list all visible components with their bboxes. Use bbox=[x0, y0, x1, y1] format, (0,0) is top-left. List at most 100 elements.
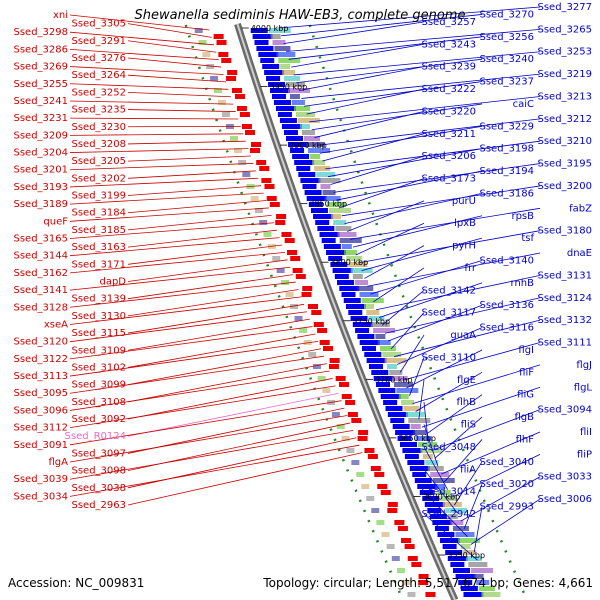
reverse-gene bbox=[352, 322, 373, 327]
forward-gene bbox=[367, 454, 378, 459]
annotation-block bbox=[242, 172, 251, 177]
forward-gene bbox=[322, 346, 333, 351]
forward-gene bbox=[425, 592, 436, 597]
left-gene-label: Ssed_3038 bbox=[71, 483, 126, 494]
reverse-gene bbox=[294, 160, 315, 165]
annotation-block bbox=[250, 196, 259, 201]
function-block bbox=[357, 286, 374, 291]
left-leader-line bbox=[127, 74, 227, 83]
forward-gene bbox=[264, 184, 275, 189]
left-gene-label: Ssed_3185 bbox=[71, 225, 126, 236]
reverse-gene bbox=[332, 268, 353, 273]
right-gene-label: Ssed_3200 bbox=[537, 181, 592, 192]
reverse-gene bbox=[407, 460, 425, 465]
function-block bbox=[415, 436, 432, 441]
annotation-block bbox=[202, 52, 211, 57]
right-gene-label: Ssed_3124 bbox=[537, 293, 592, 304]
reverse-gene bbox=[346, 304, 367, 309]
annotation-block bbox=[341, 436, 350, 441]
reverse-gene bbox=[269, 88, 290, 93]
reverse-gene bbox=[285, 136, 303, 141]
right-leader-line bbox=[314, 110, 425, 138]
reverse-gene bbox=[306, 196, 327, 201]
annotation-block bbox=[336, 424, 345, 429]
left-leader-line bbox=[127, 348, 322, 386]
right-gene-label: Ssed_3253 bbox=[537, 47, 592, 58]
left-gene-label: Ssed_3209 bbox=[13, 130, 68, 141]
leader-lines bbox=[69, 6, 541, 561]
annotation-block bbox=[234, 148, 243, 153]
forward-gene bbox=[302, 286, 313, 291]
left-gene-label: Ssed_3095 bbox=[13, 388, 68, 399]
left-leader-line bbox=[127, 318, 310, 351]
annotation-block bbox=[351, 460, 360, 465]
right-gene-label: Ssed_3186 bbox=[479, 188, 534, 199]
right-gene-label: Ssed_3110 bbox=[421, 352, 476, 363]
right-gene-label: flhF bbox=[516, 434, 535, 445]
accession-text: Accession: NC_009831 bbox=[8, 576, 144, 590]
right-gene-label: Ssed_3219 bbox=[537, 69, 592, 80]
reverse-gene bbox=[368, 364, 383, 369]
left-leader-line bbox=[69, 340, 319, 377]
function-block bbox=[420, 448, 443, 453]
reverse-gene bbox=[366, 358, 387, 363]
forward-gene bbox=[284, 238, 295, 243]
reverse-gene bbox=[434, 526, 449, 531]
right-gene-label: Ssed_3256 bbox=[479, 32, 534, 43]
right-gene-label: Ssed_3173 bbox=[421, 173, 476, 184]
left-leader-line bbox=[127, 200, 267, 214]
right-gene-label: Ssed_3094 bbox=[537, 405, 592, 416]
function-block bbox=[373, 328, 396, 333]
reverse-gene bbox=[447, 556, 468, 561]
function-block bbox=[452, 526, 469, 531]
function-block bbox=[316, 172, 336, 177]
scale-tick-label: 3650 kbp bbox=[398, 434, 436, 443]
reverse-gene bbox=[458, 580, 473, 585]
forward-gene bbox=[250, 148, 261, 153]
left-gene-label: Ssed_3039 bbox=[13, 474, 68, 485]
function-block bbox=[368, 316, 385, 321]
left-leader-line bbox=[127, 185, 262, 196]
left-leader-line bbox=[69, 311, 307, 343]
right-leader-line bbox=[327, 148, 483, 178]
forward-gene bbox=[259, 166, 270, 171]
left-gene-label: Ssed_3189 bbox=[13, 199, 68, 210]
annotation-block bbox=[396, 568, 405, 573]
right-gene-label: Ssed_3033 bbox=[537, 472, 592, 483]
annotation-block bbox=[238, 160, 247, 165]
right-gene-label: Ssed_3222 bbox=[421, 84, 476, 95]
left-gene-label: Ssed_3184 bbox=[71, 208, 126, 219]
map-title: Shewanella sediminis HAW-EB3, complete g… bbox=[135, 8, 466, 23]
right-leader-line bbox=[286, 28, 541, 52]
left-leader-line bbox=[127, 244, 283, 265]
function-block bbox=[286, 82, 306, 87]
annotation-block bbox=[312, 364, 321, 369]
reverse-gene bbox=[296, 166, 311, 171]
left-gene-label: Ssed_3091 bbox=[13, 440, 68, 451]
left-gene-label: Ssed_3305 bbox=[71, 19, 126, 30]
left-gene-label: Ssed_3112 bbox=[13, 423, 68, 434]
function-block bbox=[274, 46, 291, 51]
reverse-gene bbox=[283, 130, 298, 135]
function-block bbox=[377, 340, 391, 345]
reverse-gene bbox=[387, 412, 408, 417]
reverse-gene bbox=[361, 346, 376, 351]
function-block bbox=[481, 592, 501, 597]
scale-tick-label: 3900 kbp bbox=[289, 141, 327, 150]
function-block bbox=[278, 58, 301, 63]
reverse-gene bbox=[419, 490, 434, 495]
forward-gene bbox=[328, 364, 339, 369]
left-gene-label: Ssed_3162 bbox=[13, 268, 68, 279]
right-gene-label: Ssed_3277 bbox=[537, 2, 592, 13]
left-leader-line bbox=[69, 252, 285, 274]
left-leader-line bbox=[127, 289, 299, 317]
reverse-gene bbox=[304, 190, 322, 195]
right-leader-line bbox=[370, 260, 483, 295]
right-gene-label: fliS bbox=[461, 420, 476, 431]
annotation-block bbox=[254, 208, 263, 213]
reverse-gene bbox=[463, 592, 484, 597]
forward-gene bbox=[231, 88, 242, 93]
reverse-gene bbox=[460, 586, 478, 591]
annotation-block bbox=[272, 256, 281, 261]
function-block bbox=[460, 544, 471, 549]
